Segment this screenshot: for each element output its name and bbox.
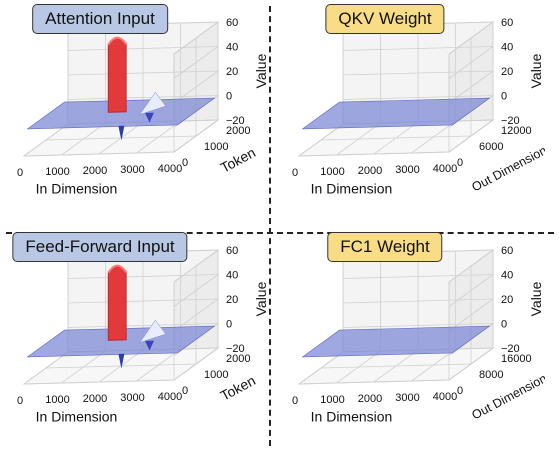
y-tick-label: 0 — [457, 385, 463, 397]
z-tick-label: 60 — [501, 245, 513, 257]
y-tick-label: 0 — [457, 157, 463, 169]
panel-title: Attention Input — [32, 4, 168, 34]
z-tick-label: −20 — [501, 343, 520, 355]
x-tick-label: 4000 — [158, 391, 182, 403]
z-tick-label: 0 — [501, 91, 507, 103]
x-tick-label: 3000 — [395, 392, 419, 404]
y-tick-label: 0 — [182, 157, 188, 169]
z-tick-label: 40 — [226, 270, 238, 282]
z-tick-label: 0 — [226, 319, 232, 331]
z-tick-label: −20 — [226, 115, 245, 127]
z-axis-label: Value — [253, 281, 269, 316]
z-axis-label: Value — [528, 53, 544, 88]
x-tick-label: 0 — [292, 167, 298, 179]
y-tick-label: 1000 — [204, 369, 228, 381]
x-axis-label: In Dimension — [311, 181, 393, 197]
x-tick-label: 2000 — [83, 165, 107, 177]
z-tick-label: 0 — [501, 319, 507, 331]
panel-title: Feed-Forward Input — [12, 232, 187, 262]
fc1-weight-panel: 0 1000 2000 3000 4000 0 8000 16000 60 40 20 0 −20 In … — [275, 228, 545, 453]
x-tick-label: 0 — [17, 167, 23, 179]
x-tick-label: 1000 — [45, 166, 69, 178]
x-tick-label: 3000 — [120, 164, 144, 176]
x-tick-label: 2000 — [358, 165, 382, 177]
z-axis-label: Value — [528, 281, 544, 316]
y-tick-label: 0 — [182, 385, 188, 397]
x-tick-label: 4000 — [158, 163, 182, 175]
x-tick-label: 2000 — [83, 393, 107, 405]
panel-title: FC1 Weight — [327, 232, 442, 262]
x-tick-label: 2000 — [358, 393, 382, 405]
feed-forward-input-panel: 0 1000 2000 3000 4000 0 1000 2000 60 40 20 0 −20 In D… — [0, 228, 270, 453]
z-tick-label: 20 — [501, 66, 513, 78]
x-axis-label: In Dimension — [311, 409, 393, 425]
x-axis-label: In Dimension — [36, 409, 118, 425]
y-tick-label: 1000 — [204, 141, 228, 153]
z-tick-label: 0 — [226, 91, 232, 103]
z-tick-label: 40 — [226, 42, 238, 54]
z-tick-label: 60 — [501, 17, 513, 29]
z-tick-label: −20 — [226, 343, 245, 355]
z-tick-label: 40 — [501, 42, 513, 54]
qkv-weight-panel: 0 1000 2000 3000 4000 0 6000 12000 60 40 20 0 −20 In … — [275, 0, 545, 225]
x-tick-label: 4000 — [433, 391, 457, 403]
z-tick-label: 60 — [226, 17, 238, 29]
x-tick-label: 3000 — [395, 164, 419, 176]
panel-title: QKV Weight — [325, 4, 444, 34]
x-tick-label: 1000 — [45, 394, 69, 406]
attention-input-panel: 0 1000 2000 3000 4000 0 1000 2000 60 40 20 0 −20 In D… — [0, 0, 270, 225]
x-tick-label: 0 — [292, 395, 298, 407]
x-tick-label: 1000 — [320, 394, 344, 406]
outlier-wall — [108, 266, 126, 341]
x-tick-label: 0 — [17, 395, 23, 407]
z-axis-label: Value — [253, 53, 269, 88]
y-tick-label: 6000 — [479, 141, 503, 153]
y-tick-label: 8000 — [479, 369, 503, 381]
z-tick-label: −20 — [501, 115, 520, 127]
x-axis-label: In Dimension — [36, 181, 118, 197]
z-tick-label: 20 — [501, 294, 513, 306]
x-tick-label: 4000 — [433, 163, 457, 175]
x-tick-label: 1000 — [320, 166, 344, 178]
z-tick-label: 60 — [226, 245, 238, 257]
z-tick-label: 20 — [226, 294, 238, 306]
z-tick-label: 40 — [501, 270, 513, 282]
outlier-wall — [108, 38, 126, 113]
z-tick-label: 20 — [226, 66, 238, 78]
x-tick-label: 3000 — [120, 392, 144, 404]
